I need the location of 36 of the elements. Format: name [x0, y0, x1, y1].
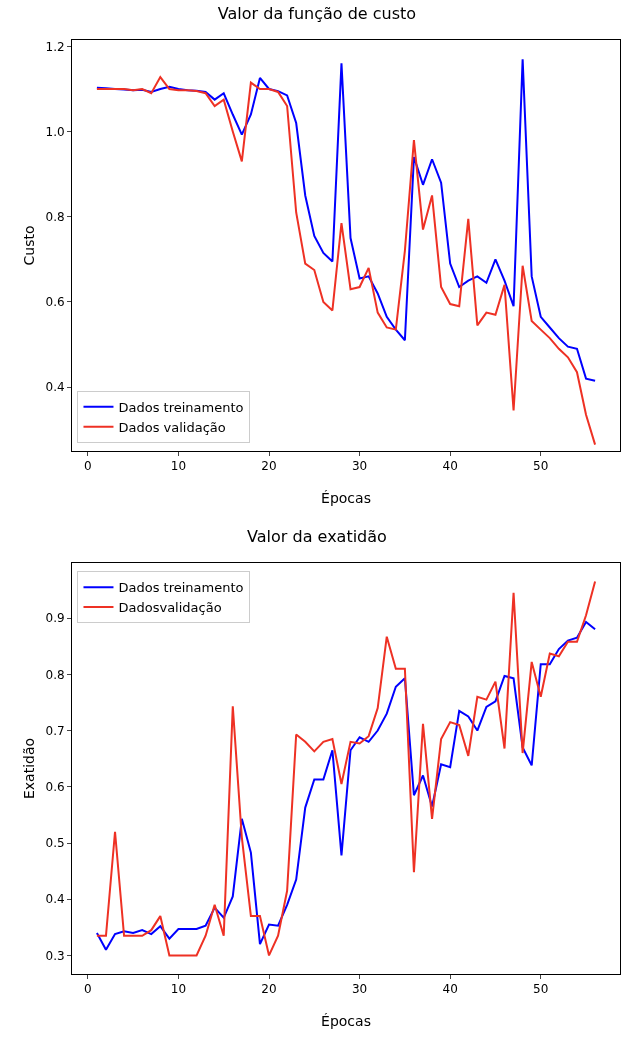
x-tick-label: 0 — [84, 982, 92, 997]
line-series — [95, 58, 597, 382]
x-axis-title: Épocas — [321, 1013, 371, 1029]
chart-title: Valor da exatidão — [247, 527, 387, 547]
x-tick-label: 10 — [170, 982, 187, 997]
x-tick-label: 20 — [261, 982, 277, 997]
x-tick-label: 10 — [170, 459, 187, 474]
x-axis-title: Épocas — [321, 490, 371, 506]
legend-label: Dados treinamento — [118, 580, 244, 596]
x-tick-label: 20 — [261, 459, 277, 474]
y-tick-label: 0.8 — [45, 209, 65, 224]
chart-title: Valor da função de custo — [217, 4, 417, 24]
y-tick-label: 0.6 — [45, 295, 65, 310]
y-tick-label: 1.0 — [45, 124, 65, 139]
legend-label: Dados treinamento — [118, 399, 244, 415]
y-axis-title: Exatidão — [21, 737, 37, 800]
legend-label: Dadosvalidação — [118, 600, 222, 616]
line-series — [95, 76, 597, 446]
legend-label: Dados validação — [118, 419, 226, 435]
y-tick-label: 0.7 — [45, 723, 65, 738]
x-tick-label: 40 — [442, 982, 458, 997]
x-tick-label: 0 — [84, 459, 92, 474]
y-tick-label: 0.3 — [45, 948, 65, 963]
y-axis-title: Custo — [21, 225, 37, 266]
y-tick-label: 1.2 — [45, 39, 65, 54]
y-tick-label: 0.6 — [45, 779, 65, 794]
x-tick-label: 30 — [351, 459, 368, 474]
y-tick-label: 0.4 — [45, 380, 65, 395]
x-tick-label: 50 — [533, 459, 549, 474]
y-tick-label: 0.9 — [45, 611, 65, 626]
y-tick-label: 0.5 — [45, 836, 65, 851]
x-tick-label: 30 — [351, 982, 368, 997]
y-tick-label: 0.4 — [45, 892, 65, 907]
x-tick-label: 50 — [533, 982, 549, 997]
y-tick-label: 0.8 — [45, 667, 65, 682]
x-tick-label: 40 — [442, 459, 458, 474]
